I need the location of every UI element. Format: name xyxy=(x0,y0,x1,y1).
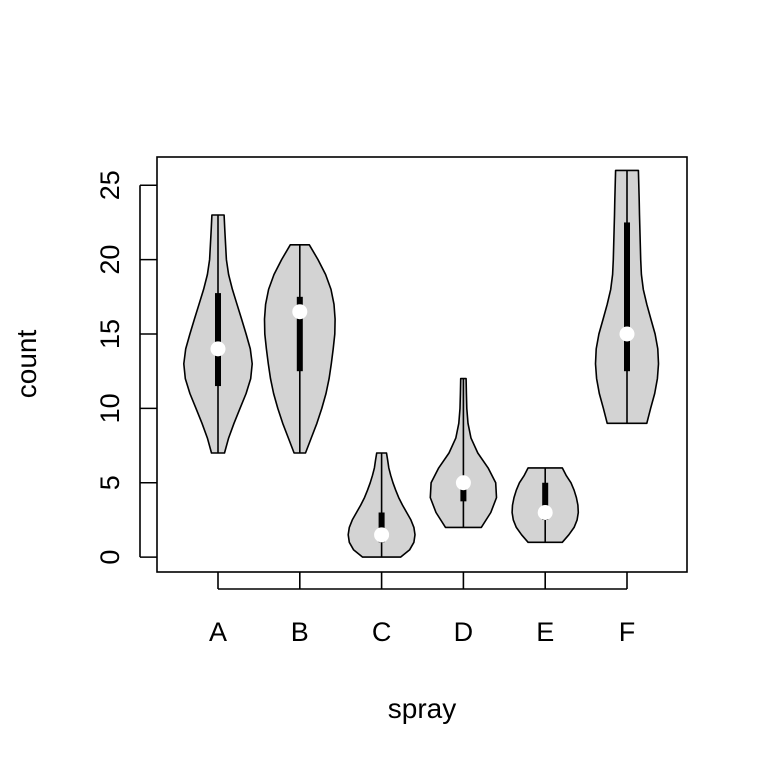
y-axis: 0 5 10 15 20 25 xyxy=(95,170,157,565)
violins-layer xyxy=(183,169,660,558)
x-tick-label: B xyxy=(291,617,309,647)
x-axis-label: spray xyxy=(388,693,456,724)
y-tick-label: 25 xyxy=(95,170,125,200)
violin-median-point xyxy=(210,341,226,357)
x-tick-label: E xyxy=(536,617,554,647)
violin-F xyxy=(594,169,660,425)
x-tick-label: D xyxy=(454,617,474,647)
y-tick-label: 20 xyxy=(95,245,125,275)
violin-A xyxy=(183,214,253,454)
y-tick-label: 5 xyxy=(95,475,125,490)
violin-median-point xyxy=(619,326,635,342)
x-tick-label: F xyxy=(619,617,636,647)
violin-median-point xyxy=(374,527,390,543)
y-tick-label: 15 xyxy=(95,319,125,349)
violin-iqr-box xyxy=(460,482,467,502)
violin-B xyxy=(263,244,336,454)
y-tick-label: 0 xyxy=(95,550,125,565)
violin-D xyxy=(429,377,498,529)
x-tick-label: A xyxy=(209,617,227,647)
violin-median-point xyxy=(292,304,308,320)
violin-median-point xyxy=(537,505,553,521)
violin-iqr-box xyxy=(215,293,221,387)
x-tick-label: C xyxy=(372,617,392,647)
violin-iqr-box xyxy=(624,222,630,372)
y-tick-label: 10 xyxy=(95,393,125,423)
violin-median-point xyxy=(455,475,471,491)
plot-frame xyxy=(156,156,688,573)
violin-E xyxy=(511,467,580,544)
violin-C xyxy=(347,452,416,558)
x-axis: A B C D E F xyxy=(209,572,635,647)
violin-iqr-box xyxy=(542,482,549,520)
y-axis-label: count xyxy=(11,330,42,399)
violin-iqr-box xyxy=(296,296,303,372)
